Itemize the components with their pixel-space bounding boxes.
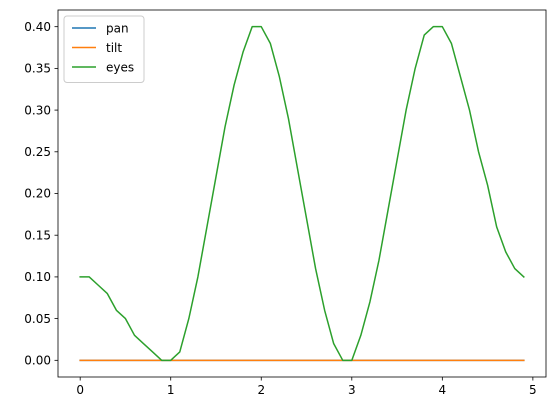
series-line-eyes — [79, 25, 525, 362]
y-tick-label: 0.35 — [24, 62, 51, 76]
x-axis: 0 1 2 3 4 5 — [76, 377, 537, 397]
y-tick-label: 0.10 — [24, 270, 51, 284]
legend-label-pan: pan — [106, 21, 129, 35]
x-tick-label: 1 — [167, 383, 175, 397]
y-tick-label: 0.05 — [24, 312, 51, 326]
x-tick-label: 5 — [529, 383, 537, 397]
legend-label-tilt: tilt — [106, 41, 122, 55]
x-tick-label: 4 — [439, 383, 447, 397]
y-tick-label: 0.15 — [24, 228, 51, 242]
y-tick-label: 0.00 — [24, 354, 51, 368]
legend: pan tilt eyes — [63, 15, 145, 83]
x-tick-label: 2 — [257, 383, 265, 397]
legend-label-eyes: eyes — [106, 60, 134, 74]
y-tick-label: 0.30 — [24, 103, 51, 117]
y-tick-label: 0.20 — [24, 187, 51, 201]
series-layer — [79, 25, 525, 362]
y-axis: 0.00 0.05 0.10 0.15 0.20 0.25 0.30 0.35 0.40 — [24, 20, 58, 368]
x-tick-label: 0 — [76, 383, 84, 397]
y-tick-label: 0.40 — [24, 20, 51, 34]
x-tick-label: 3 — [348, 383, 356, 397]
legend-box — [63, 15, 145, 83]
y-tick-label: 0.25 — [24, 145, 51, 159]
